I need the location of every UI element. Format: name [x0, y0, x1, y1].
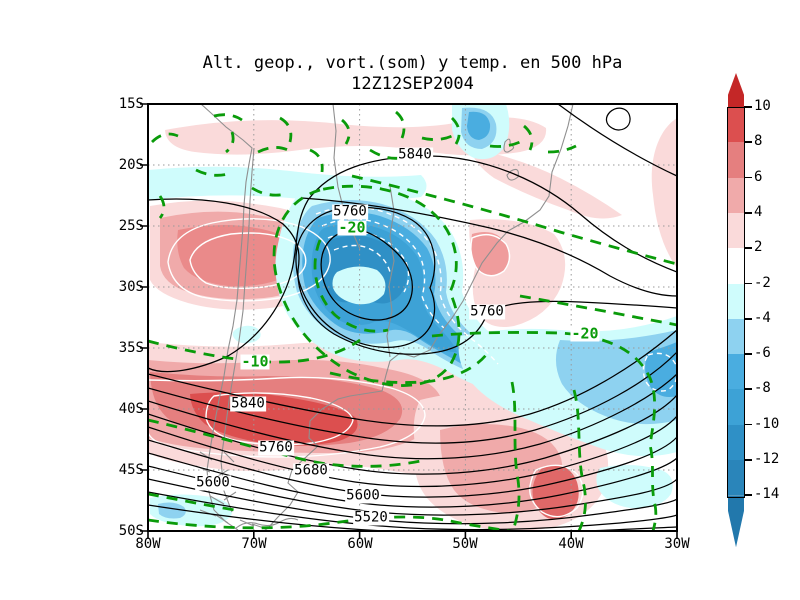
colorbar-tick-label: -10 — [754, 415, 780, 432]
colorbar-tick — [744, 353, 752, 355]
lon-tick-label: 40W — [558, 536, 584, 552]
colorbar-segment — [728, 177, 744, 213]
colorbar-tick-label: -4 — [754, 309, 771, 326]
height-contour-label: 5520 — [353, 509, 389, 526]
height-contour-label: 5760 — [469, 303, 505, 320]
height-contour-label: 5760 — [258, 439, 294, 456]
vorticity-contour-label: -10 — [240, 352, 270, 371]
colorbar-segment — [728, 212, 744, 249]
colorbar-segment — [728, 354, 744, 390]
height-contour-label: 5840 — [230, 395, 266, 412]
colorbar-tick — [744, 106, 752, 108]
chart-subtitle: 12Z12SEP2004 — [351, 74, 474, 94]
lon-tick-label: 30W — [664, 536, 690, 552]
colorbar-tick — [744, 494, 752, 497]
height-contour-label: 5840 — [397, 146, 433, 163]
colorbar-tick-label: 2 — [754, 239, 763, 256]
lat-tick-label: 20S — [118, 157, 144, 173]
lat-tick-label: 15S — [118, 96, 144, 112]
colorbar-segment — [728, 107, 744, 143]
colorbar-segment — [728, 248, 744, 284]
colorbar-segment — [728, 142, 744, 178]
colorbar-tick — [744, 388, 752, 391]
height-contour-label: 5600 — [345, 487, 381, 504]
shading-layer — [148, 104, 677, 531]
colorbar-tick-label: -12 — [754, 451, 780, 467]
colorbar-tick-label: 10 — [754, 98, 771, 114]
colorbar-tick-label: -8 — [754, 380, 771, 397]
colorbar-tick — [744, 176, 752, 179]
lat-tick-label: 40S — [118, 401, 144, 417]
lat-tick-label: 30S — [118, 279, 144, 295]
axis-ticks — [140, 103, 678, 539]
height-contour-label: 5760 — [332, 203, 368, 220]
lon-tick-label: 80W — [135, 536, 161, 552]
colorbar-tick — [744, 423, 752, 426]
colorbar-tick — [744, 459, 752, 461]
chart-title: Alt. geop., vort.(som) y temp. en 500 hP… — [202, 53, 623, 73]
lat-tick-label: 45S — [118, 462, 144, 478]
colorbar-tick-label: -2 — [754, 274, 771, 291]
lat-tick-label: 50S — [118, 523, 144, 539]
colorbar-tick-label: -14 — [754, 486, 780, 503]
colorbar-tick-label: 4 — [754, 203, 763, 220]
height-contour-label: 5680 — [293, 462, 329, 479]
lat-tick-label: 35S — [118, 340, 144, 356]
vorticity-contour-label: -20 — [337, 218, 367, 237]
white-contours-layer — [148, 206, 677, 518]
colorbar-segment — [728, 389, 744, 425]
colorbar-segment — [728, 424, 744, 460]
colorbar-segment — [728, 283, 744, 319]
map-frame — [147, 103, 678, 532]
lon-tick-label: 70W — [241, 536, 267, 552]
lat-tick-label: 25S — [118, 218, 144, 234]
height-contour-label: 5600 — [195, 474, 231, 491]
lon-tick-label: 60W — [347, 536, 373, 552]
colorbar-tick — [744, 211, 752, 214]
colorbar-tick — [744, 141, 752, 144]
lon-tick-label: 50W — [452, 536, 478, 552]
colorbar-tick — [744, 247, 752, 249]
colorbar-tick-label: 8 — [754, 133, 763, 150]
colorbar-tick-label: -6 — [754, 345, 771, 362]
colorbar-segment — [728, 460, 744, 496]
colorbar-tick-label: 6 — [754, 168, 763, 185]
chart-title-block: Alt. geop., vort.(som) y temp. en 500 hP… — [0, 53, 800, 95]
vorticity-contour-label: -20 — [570, 324, 600, 343]
colorbar-tick — [744, 317, 752, 320]
colorbar-tick — [744, 282, 752, 285]
colorbar-segment — [728, 318, 744, 355]
